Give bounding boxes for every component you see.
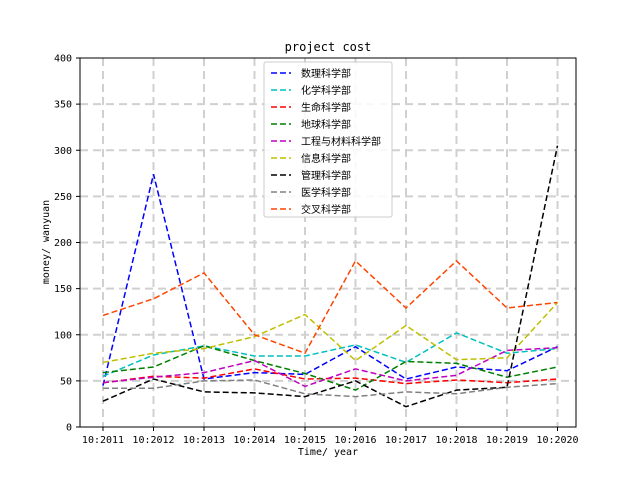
x-tick-label: 10:2012 xyxy=(132,435,174,446)
y-tick-label: 300 xyxy=(54,146,72,157)
legend-label: 工程与材料科学部 xyxy=(301,135,381,148)
y-tick-label: 100 xyxy=(54,330,72,341)
y-tick-label: 400 xyxy=(54,54,72,65)
y-tick-label: 0 xyxy=(66,423,72,434)
legend-label: 信息科学部 xyxy=(301,152,351,165)
chart-title: project cost xyxy=(285,40,372,54)
x-tick-label: 10:2018 xyxy=(435,435,477,446)
legend-label: 生命科学部 xyxy=(301,101,351,114)
legend-box xyxy=(263,61,393,218)
x-tick-label: 10:2016 xyxy=(334,435,376,446)
series-line-6 xyxy=(102,301,559,364)
legend-label: 管理科学部 xyxy=(301,169,351,182)
x-tick-label: 10:2019 xyxy=(486,435,528,446)
series-line-8 xyxy=(103,379,558,398)
legend: 数理科学部化学科学部生命科学部地球科学部工程与材料科学部信息科学部管理科学部医学… xyxy=(263,61,393,218)
series-line-1 xyxy=(102,174,558,386)
series-line-9 xyxy=(102,259,558,355)
x-axis-ticks: 10:2011 10:2012 10:2013 10:2014 10:2015 10:20… xyxy=(82,427,579,446)
legend-label: 医学科学部 xyxy=(301,186,351,199)
y-tick-label: 200 xyxy=(54,238,72,249)
y-axis-title: money/ wanyuan xyxy=(41,200,52,284)
series-lines xyxy=(102,145,559,408)
series-line-5 xyxy=(102,346,558,388)
legend-label: 化学科学部 xyxy=(301,84,351,97)
y-tick-label: 150 xyxy=(54,284,72,295)
y-tick-label: 350 xyxy=(54,100,72,111)
y-axis-ticks: 0 50 100 150 200 250 300 350 400 xyxy=(54,54,80,434)
legend-label: 数理科学部 xyxy=(301,67,351,80)
legend-label: 交叉科学部 xyxy=(301,203,351,216)
y-tick-label: 250 xyxy=(54,192,72,203)
x-tick-label: 10:2020 xyxy=(536,435,578,446)
x-tick-label: 10:2014 xyxy=(233,435,275,446)
legend-label: 地球科学部 xyxy=(301,118,351,131)
series-line-4 xyxy=(102,345,558,391)
y-tick-label: 50 xyxy=(60,376,72,387)
series-line-7 xyxy=(102,145,559,408)
x-tick-label: 10:2015 xyxy=(284,435,326,446)
series-line-2 xyxy=(102,332,558,377)
x-tick-label: 10:2013 xyxy=(183,435,225,446)
series-line-3 xyxy=(102,368,558,385)
x-axis-title: Time/ year xyxy=(298,447,358,458)
x-tick-label: 10:2011 xyxy=(82,435,124,446)
x-tick-label: 10:2017 xyxy=(385,435,427,446)
